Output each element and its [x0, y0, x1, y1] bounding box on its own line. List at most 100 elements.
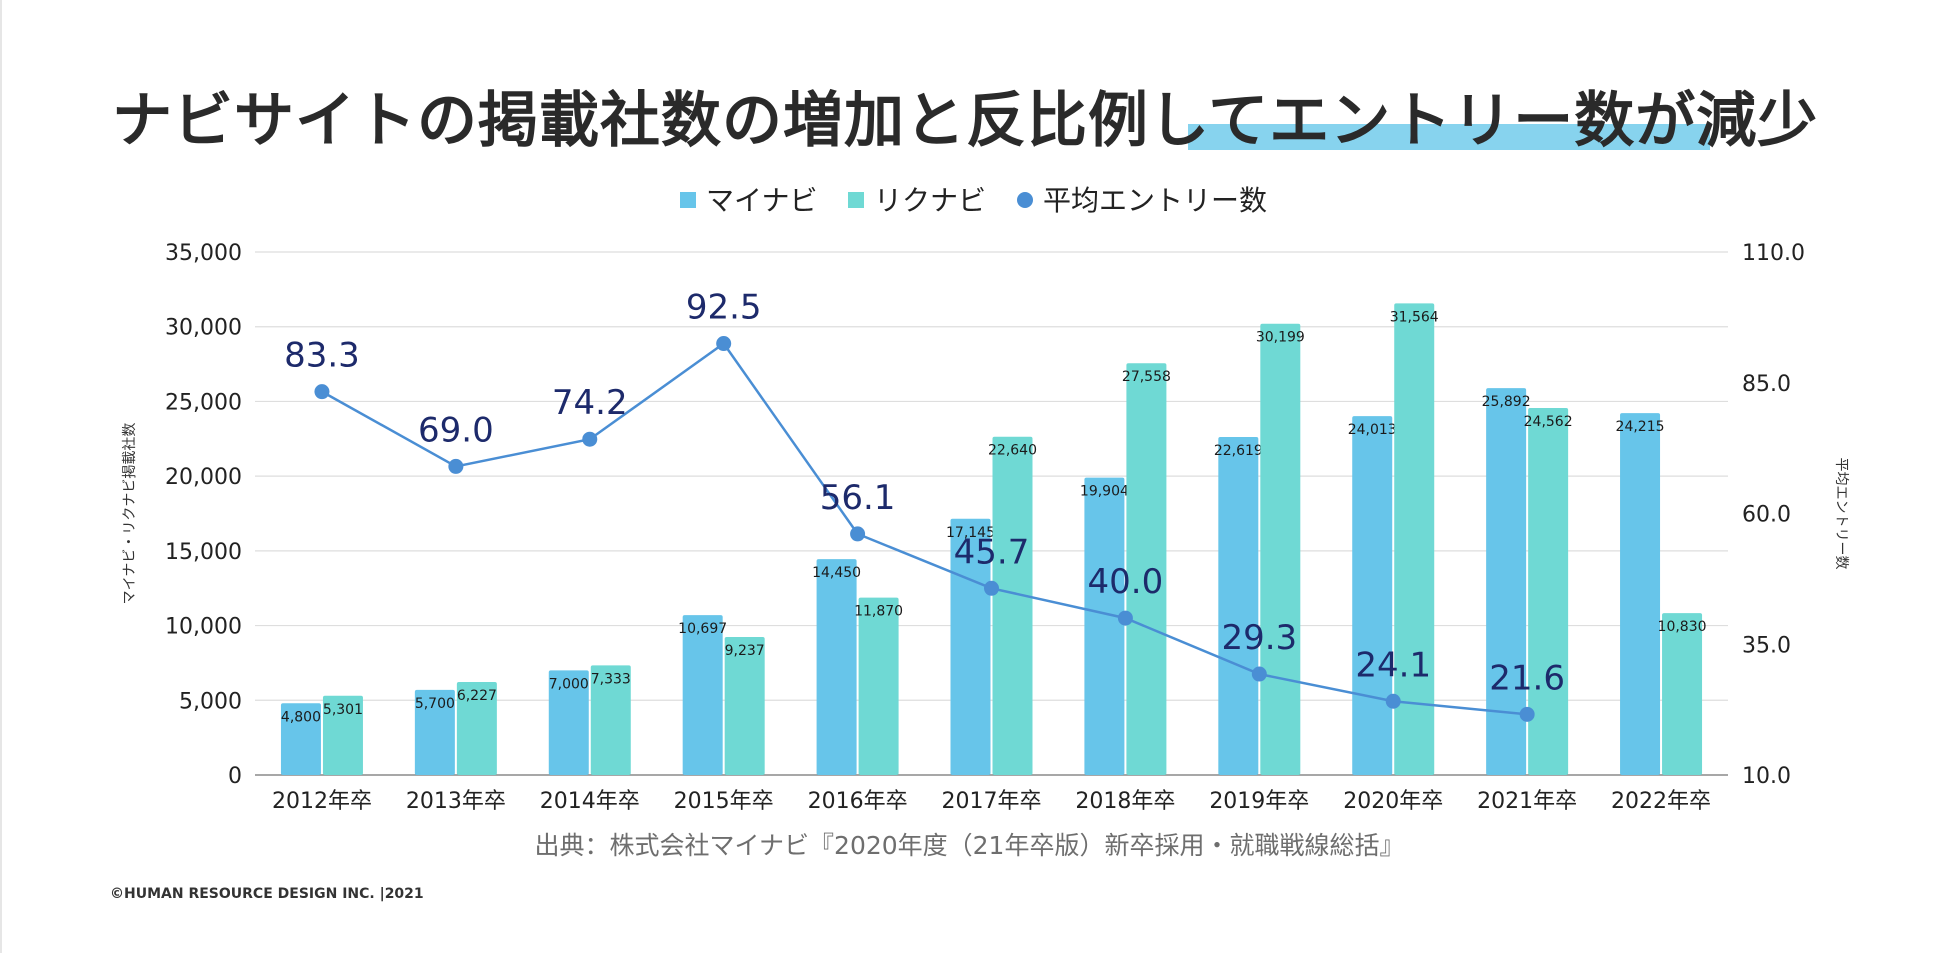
- bar-label-mynavi: 4,800: [281, 709, 321, 725]
- y-left-tick-label: 35,000: [165, 241, 242, 266]
- data-label-entry: 40.0: [1088, 562, 1164, 602]
- bar-rikunabi: [1126, 363, 1167, 775]
- source-note: 出典：株式会社マイナビ『2020年度（21年卒版）新卒採用・就職戦線総括』: [534, 831, 1405, 860]
- bar-mynavi: [1486, 388, 1527, 775]
- y-left-tick-label: 20,000: [165, 465, 242, 490]
- legend-label: リクナビ: [874, 184, 986, 217]
- y-right-tick-label: 85.0: [1742, 372, 1791, 397]
- bar-rikunabi: [724, 636, 765, 775]
- bar-label-mynavi: 7,000: [549, 676, 589, 692]
- y-right-tick-label: 60.0: [1742, 503, 1791, 528]
- bar-mynavi: [816, 559, 857, 775]
- point-entry: [1519, 706, 1535, 722]
- data-label-entry: 29.3: [1221, 618, 1297, 658]
- legend-label: マイナビ: [706, 184, 817, 217]
- point-entry: [448, 458, 464, 474]
- point-entry: [1251, 666, 1267, 682]
- bar-mynavi: [1218, 437, 1259, 775]
- y-right-axis-title: 平均エントリー数: [1833, 458, 1849, 570]
- bar-rikunabi: [322, 695, 363, 775]
- legend-swatch: [1017, 192, 1033, 208]
- copyright: ©HUMAN RESOURCE DESIGN INC. |2021: [110, 886, 424, 902]
- legend-swatch: [680, 192, 696, 208]
- bar-label-mynavi: 22,619: [1214, 443, 1263, 459]
- y-left-axis-title: マイナビ・リクナビ掲載社数: [122, 423, 138, 605]
- y-left-tick-label: 25,000: [165, 390, 242, 415]
- bar-mynavi: [1620, 413, 1661, 775]
- bar-label-mynavi: 5,700: [415, 696, 455, 712]
- x-tick-label: 2020年卒: [1343, 789, 1443, 814]
- point-entry: [1117, 610, 1133, 626]
- data-label-entry: 83.3: [284, 336, 360, 376]
- bar-mynavi: [1084, 477, 1125, 775]
- data-label-entry: 92.5: [686, 288, 762, 328]
- bar-label-mynavi: 24,013: [1348, 422, 1397, 438]
- bar-rikunabi: [858, 597, 899, 775]
- y-right-tick-label: 35.0: [1742, 633, 1791, 658]
- legend-swatch: [848, 192, 864, 208]
- y-right-tick-label: 110.0: [1742, 241, 1805, 266]
- x-tick-label: 2022年卒: [1611, 789, 1711, 814]
- bar-mynavi: [414, 689, 455, 775]
- x-tick-label: 2012年卒: [272, 789, 372, 814]
- point-entry: [1385, 693, 1401, 709]
- bar-label-mynavi: 19,904: [1080, 484, 1129, 500]
- x-tick-label: 2013年卒: [406, 789, 506, 814]
- bar-mynavi: [682, 615, 723, 775]
- x-tick-label: 2016年卒: [808, 789, 908, 814]
- legend-label: 平均エントリー数: [1043, 184, 1267, 217]
- point-entry: [850, 526, 866, 542]
- bar-rikunabi: [1528, 407, 1569, 775]
- bar-mynavi: [1352, 416, 1393, 775]
- bar-label-mynavi: 10,697: [678, 621, 727, 637]
- bar-label-rikunabi: 30,199: [1256, 330, 1305, 346]
- bar-label-rikunabi: 5,301: [323, 702, 363, 718]
- point-entry: [984, 580, 999, 596]
- x-tick-label: 2021年卒: [1477, 789, 1577, 814]
- page-left-border: [0, 0, 2, 953]
- y-left-tick-label: 5,000: [179, 689, 242, 714]
- bar-rikunabi: [1662, 613, 1703, 775]
- bar-label-rikunabi: 10,830: [1658, 619, 1707, 635]
- data-label-entry: 74.2: [552, 383, 628, 423]
- bar-label-rikunabi: 24,562: [1524, 414, 1573, 430]
- y-right-tick-label: 10.0: [1742, 764, 1791, 789]
- y-left-tick-label: 15,000: [165, 540, 242, 565]
- bar-label-rikunabi: 6,227: [457, 688, 497, 704]
- bar-label-rikunabi: 7,333: [591, 671, 631, 687]
- point-entry: [314, 384, 330, 400]
- point-entry: [582, 431, 598, 447]
- point-entry: [716, 336, 732, 352]
- bar-label-rikunabi: 9,237: [725, 643, 765, 659]
- bar-label-rikunabi: 22,640: [988, 443, 1037, 459]
- data-label-entry: 56.1: [820, 478, 896, 518]
- x-tick-label: 2017年卒: [942, 789, 1042, 814]
- data-label-entry: 24.1: [1355, 645, 1431, 685]
- data-label-entry: 45.7: [954, 532, 1030, 572]
- line-entry: [321, 341, 1528, 716]
- y-left-tick-label: 10,000: [165, 615, 242, 640]
- x-tick-label: 2018年卒: [1075, 789, 1175, 814]
- x-tick-label: 2014年卒: [540, 789, 640, 814]
- bar-label-mynavi: 25,892: [1482, 394, 1531, 410]
- data-label-entry: 21.6: [1489, 658, 1565, 698]
- data-label-entry: 69.0: [418, 410, 494, 450]
- bar-mynavi: [280, 703, 321, 775]
- bar-rikunabi: [1394, 303, 1435, 775]
- title-highlight-bar: [1188, 124, 1710, 150]
- bar-rikunabi: [1260, 323, 1301, 775]
- bar-label-mynavi: 24,215: [1616, 419, 1665, 435]
- bar-rikunabi: [590, 665, 631, 775]
- bar-rikunabi: [456, 681, 497, 775]
- bar-rikunabi: [992, 436, 1033, 775]
- bar-mynavi: [548, 670, 589, 775]
- y-left-tick-label: 0: [228, 764, 242, 789]
- y-left-tick-label: 30,000: [165, 316, 242, 341]
- bar-label-rikunabi: 27,558: [1122, 369, 1171, 385]
- x-tick-label: 2015年卒: [674, 789, 774, 814]
- bar-label-rikunabi: 11,870: [854, 604, 903, 620]
- bar-label-mynavi: 17,145: [946, 525, 995, 541]
- bar-label-rikunabi: 31,564: [1390, 309, 1439, 325]
- bar-label-mynavi: 14,450: [812, 565, 861, 581]
